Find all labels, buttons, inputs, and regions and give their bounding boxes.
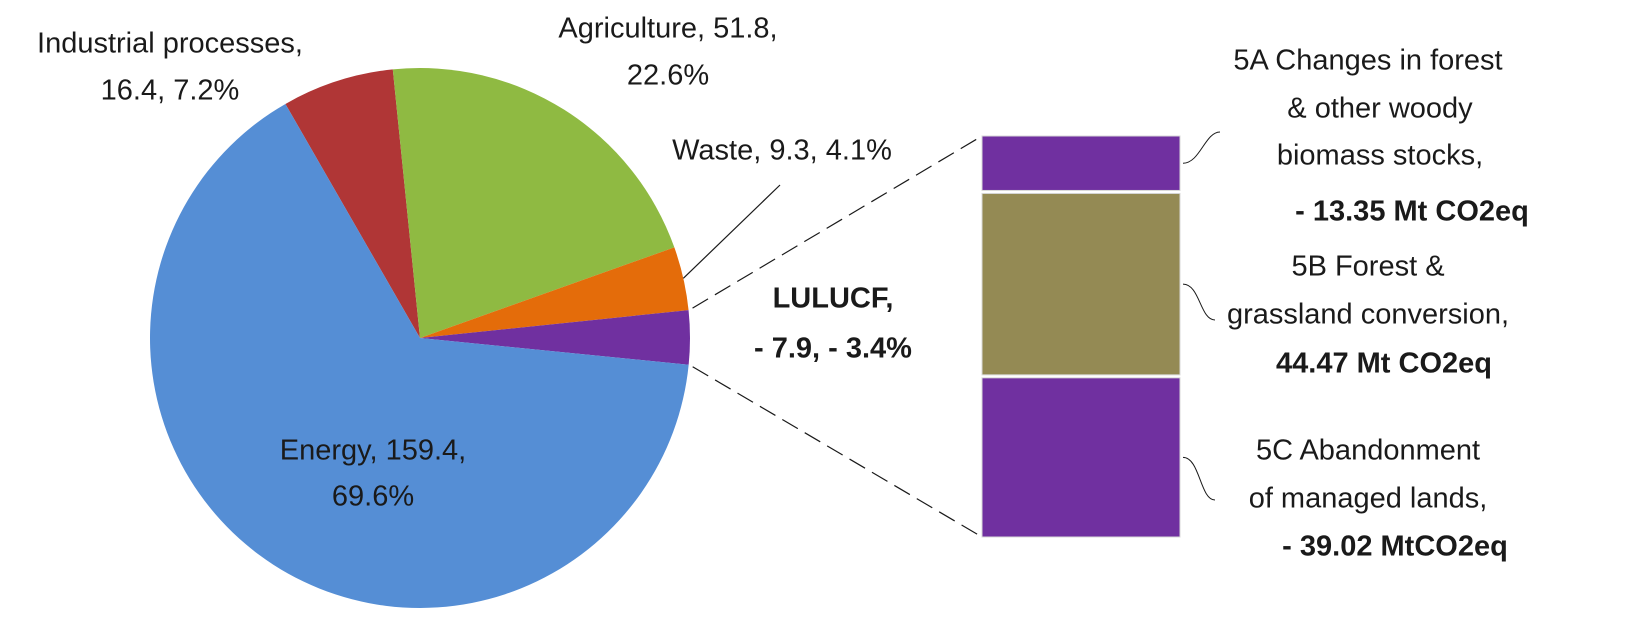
- bar-segment: [981, 377, 1181, 538]
- pie-label: Waste, 9.3, 4.1%: [672, 135, 892, 167]
- pie-slice: [392, 68, 675, 339]
- bar-value-label: - 13.35 Mt CO2eq: [1295, 196, 1529, 228]
- bar-label: 5C Abandonment: [1256, 435, 1480, 467]
- bar-label: & other woody: [1287, 93, 1473, 125]
- pie-label: Energy, 159.4,: [280, 435, 466, 467]
- pie-slice: [150, 103, 689, 609]
- pie-label: 69.6%: [332, 481, 414, 513]
- bar-label: grassland conversion,: [1227, 299, 1509, 331]
- bar-value-label: 44.47 Mt CO2eq: [1276, 348, 1492, 380]
- pie-slice: [285, 69, 420, 339]
- leader-line: [682, 184, 781, 279]
- bar-label: of managed lands,: [1249, 483, 1488, 515]
- callout-line: [1182, 283, 1216, 321]
- bar-segment: [981, 135, 1181, 191]
- connector: [692, 135, 983, 309]
- connector: [692, 366, 983, 538]
- pie-label: 16.4, 7.2%: [101, 75, 240, 107]
- callout-line: [1182, 131, 1221, 164]
- pie-slice: [420, 247, 689, 338]
- bar-label: 5A Changes in forest: [1233, 45, 1502, 77]
- bar-label: 5B Forest &: [1291, 251, 1444, 283]
- pie-label: - 7.9, - 3.4%: [754, 333, 912, 365]
- pie-label: Industrial processes,: [37, 28, 303, 60]
- callout-line: [1182, 456, 1216, 501]
- pie-label: LULUCF,: [773, 283, 894, 315]
- pie-label: Agriculture, 51.8,: [558, 13, 777, 45]
- pie-slice: [420, 310, 690, 365]
- pie-label: 22.6%: [627, 60, 709, 92]
- bar-segment: [981, 192, 1181, 376]
- bar-label: biomass stocks,: [1277, 140, 1483, 172]
- bar-value-label: - 39.02 MtCO2eq: [1282, 531, 1508, 563]
